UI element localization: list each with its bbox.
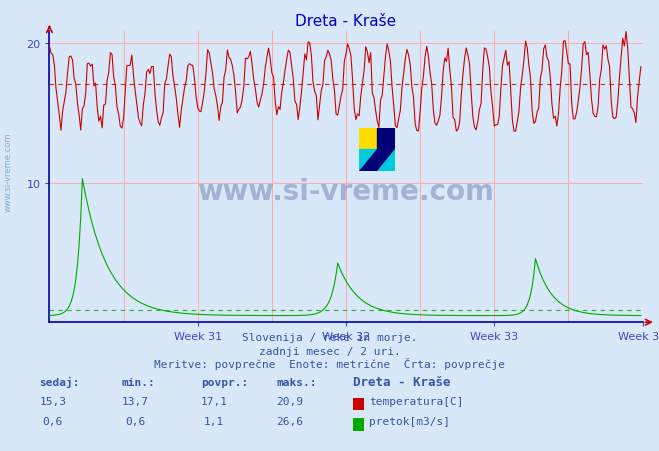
Text: sedaj:: sedaj:: [40, 377, 80, 387]
Text: pretok[m3/s]: pretok[m3/s]: [369, 416, 450, 426]
Text: povpr.:: povpr.:: [201, 377, 248, 387]
Polygon shape: [359, 150, 378, 171]
Text: 17,1: 17,1: [201, 396, 227, 405]
Text: min.:: min.:: [122, 377, 156, 387]
Text: 0,6: 0,6: [125, 416, 145, 426]
Text: 0,6: 0,6: [43, 416, 63, 426]
Title: Dreta - Kraše: Dreta - Kraše: [295, 14, 397, 29]
Text: maks.:: maks.:: [277, 377, 317, 387]
Text: 13,7: 13,7: [122, 396, 148, 405]
Bar: [378, 129, 395, 171]
Text: temperatura[C]: temperatura[C]: [369, 396, 463, 405]
Text: 15,3: 15,3: [40, 396, 66, 405]
Text: 26,6: 26,6: [277, 416, 303, 426]
Bar: [359, 150, 378, 171]
Text: Dreta - Kraše: Dreta - Kraše: [353, 376, 450, 389]
Text: 20,9: 20,9: [277, 396, 303, 405]
Bar: [359, 129, 378, 150]
Text: 1,1: 1,1: [204, 416, 224, 426]
Text: zadnji mesec / 2 uri.: zadnji mesec / 2 uri.: [258, 346, 401, 356]
Text: Meritve: povprečne  Enote: metrične  Črta: povprečje: Meritve: povprečne Enote: metrične Črta:…: [154, 358, 505, 369]
Text: www.si-vreme.com: www.si-vreme.com: [198, 178, 494, 206]
Polygon shape: [378, 150, 395, 171]
Text: www.si-vreme.com: www.si-vreme.com: [3, 132, 13, 211]
Text: Slovenija / reke in morje.: Slovenija / reke in morje.: [242, 332, 417, 342]
